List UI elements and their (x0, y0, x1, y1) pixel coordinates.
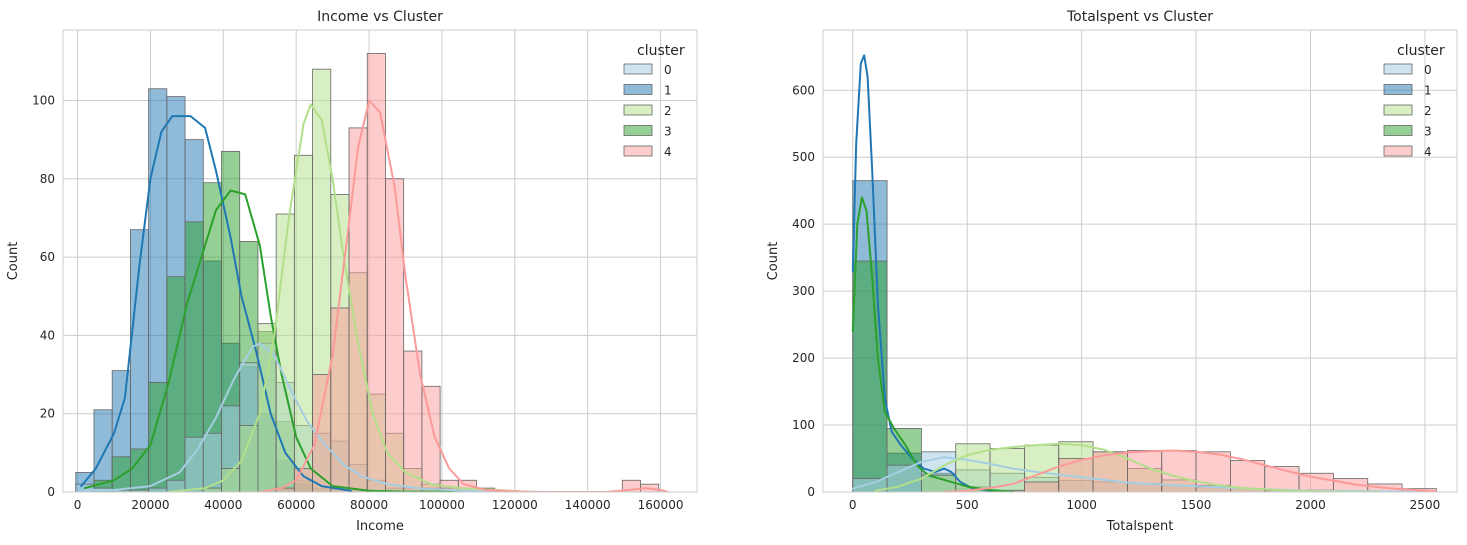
y-tick-label: 80 (40, 172, 55, 186)
kde-line-cluster-0 (83, 342, 553, 492)
y-tick-label: 100 (32, 93, 55, 107)
y-tick-label: 60 (40, 250, 55, 264)
legend-label-cluster-2: 2 (664, 104, 672, 118)
legend-title: cluster (1397, 43, 1445, 59)
plot-marks (75, 53, 669, 492)
chart-title: Totalspent vs Cluster (1066, 9, 1213, 25)
x-tick-label: 0 (74, 498, 82, 512)
legend-label-cluster-0: 0 (1424, 63, 1432, 77)
legend-swatch-cluster-2 (623, 104, 653, 116)
legend-title: cluster (637, 43, 685, 59)
x-tick-label: 140000 (565, 498, 611, 512)
x-tick-label: 60000 (277, 498, 315, 512)
x-axis-label: Income (356, 519, 404, 534)
legend-label-cluster-3: 3 (664, 125, 672, 139)
kde-line-cluster-4 (258, 99, 669, 492)
legend-swatch-cluster-3 (1383, 125, 1413, 136)
histogram-bar-cluster-0 (148, 487, 168, 492)
legend-swatch-cluster-4 (1383, 145, 1413, 157)
legend-label-cluster-3: 3 (1424, 125, 1432, 139)
legend-label-cluster-1: 1 (1424, 84, 1432, 98)
x-tick-label: 120000 (492, 498, 538, 512)
legend-swatch-cluster-3 (623, 125, 653, 136)
histogram-bar-cluster-4 (421, 385, 441, 492)
histogram-bar-cluster-3 (166, 276, 186, 492)
histogram-bar-cluster-1 (93, 409, 113, 492)
histogram-bar-cluster-3 (130, 448, 150, 492)
x-tick-label: 20000 (131, 498, 169, 512)
x-tick-label: 1500 (1181, 498, 1212, 512)
legend-swatch-cluster-0 (1383, 63, 1413, 75)
legend-label-cluster-4: 4 (664, 145, 672, 159)
income-histogram-panel: 0 20000 40000 60000 80000 100000 120000 140000 1… (6, 9, 698, 534)
plot-area (823, 30, 1457, 492)
histogram-bar-cluster-4 (385, 178, 405, 492)
x-tick-label: 1000 (1066, 498, 1097, 512)
legend-swatch-cluster-1 (623, 84, 653, 95)
y-tick-label: 40 (40, 328, 55, 342)
kde-line-cluster-1 (80, 115, 352, 492)
kde-line-cluster-3 (851, 196, 1014, 492)
y-axis-label: Count (6, 242, 21, 281)
x-tick-label: 80000 (350, 498, 388, 512)
histogram-bar-cluster-4 (1024, 481, 1060, 492)
kde-line-cluster-2 (874, 442, 1381, 492)
x-axis-label: Totalspent (1106, 519, 1174, 534)
y-axis-label: Count (766, 242, 781, 281)
legend-label-cluster-0: 0 (664, 63, 672, 77)
kde-line-cluster-1 (851, 54, 1014, 492)
y-tick-label: 200 (792, 351, 815, 365)
legend-swatch-cluster-0 (623, 63, 653, 75)
y-tick-label: 400 (792, 217, 815, 231)
y-tick-label: 500 (792, 150, 815, 164)
legend-label-cluster-1: 1 (664, 84, 672, 98)
axes-frame (62, 29, 698, 493)
y-tick-label: 300 (792, 284, 815, 298)
histogram-bar-cluster-3 (852, 260, 888, 492)
x-tick-label: 2000 (1295, 498, 1326, 512)
y-tick-label: 0 (47, 485, 55, 499)
legend-label-cluster-2: 2 (1424, 104, 1432, 118)
y-tick-label: 0 (807, 485, 815, 499)
y-tick-label: 20 (40, 407, 55, 421)
legend-swatch-cluster-2 (1383, 104, 1413, 116)
x-tick-label: 2500 (1410, 498, 1441, 512)
kde-line-cluster-4 (943, 449, 1438, 492)
x-tick-label: 500 (956, 498, 979, 512)
histogram-bar-cluster-4 (1092, 451, 1128, 492)
x-tick-label: 100000 (419, 498, 465, 512)
kde-line-cluster-2 (167, 103, 534, 492)
legend-swatch-cluster-1 (1383, 84, 1413, 95)
axes-frame (822, 29, 1458, 493)
y-tick-label: 100 (792, 418, 815, 432)
chart-title: Income vs Cluster (317, 9, 443, 25)
y-tick-label: 600 (792, 83, 815, 97)
totalspent-histogram-panel: 0 500 1000 1500 2000 2500 0 100 200 300 400 500 600 T… (766, 9, 1458, 534)
x-tick-label: 40000 (204, 498, 242, 512)
legend-swatch-cluster-4 (623, 145, 653, 157)
kde-line-cluster-3 (83, 189, 516, 492)
x-tick-label: 160000 (638, 498, 684, 512)
x-tick-label: 0 (849, 498, 857, 512)
legend-label-cluster-4: 4 (1424, 145, 1432, 159)
histogram-bar-cluster-4 (330, 307, 350, 492)
